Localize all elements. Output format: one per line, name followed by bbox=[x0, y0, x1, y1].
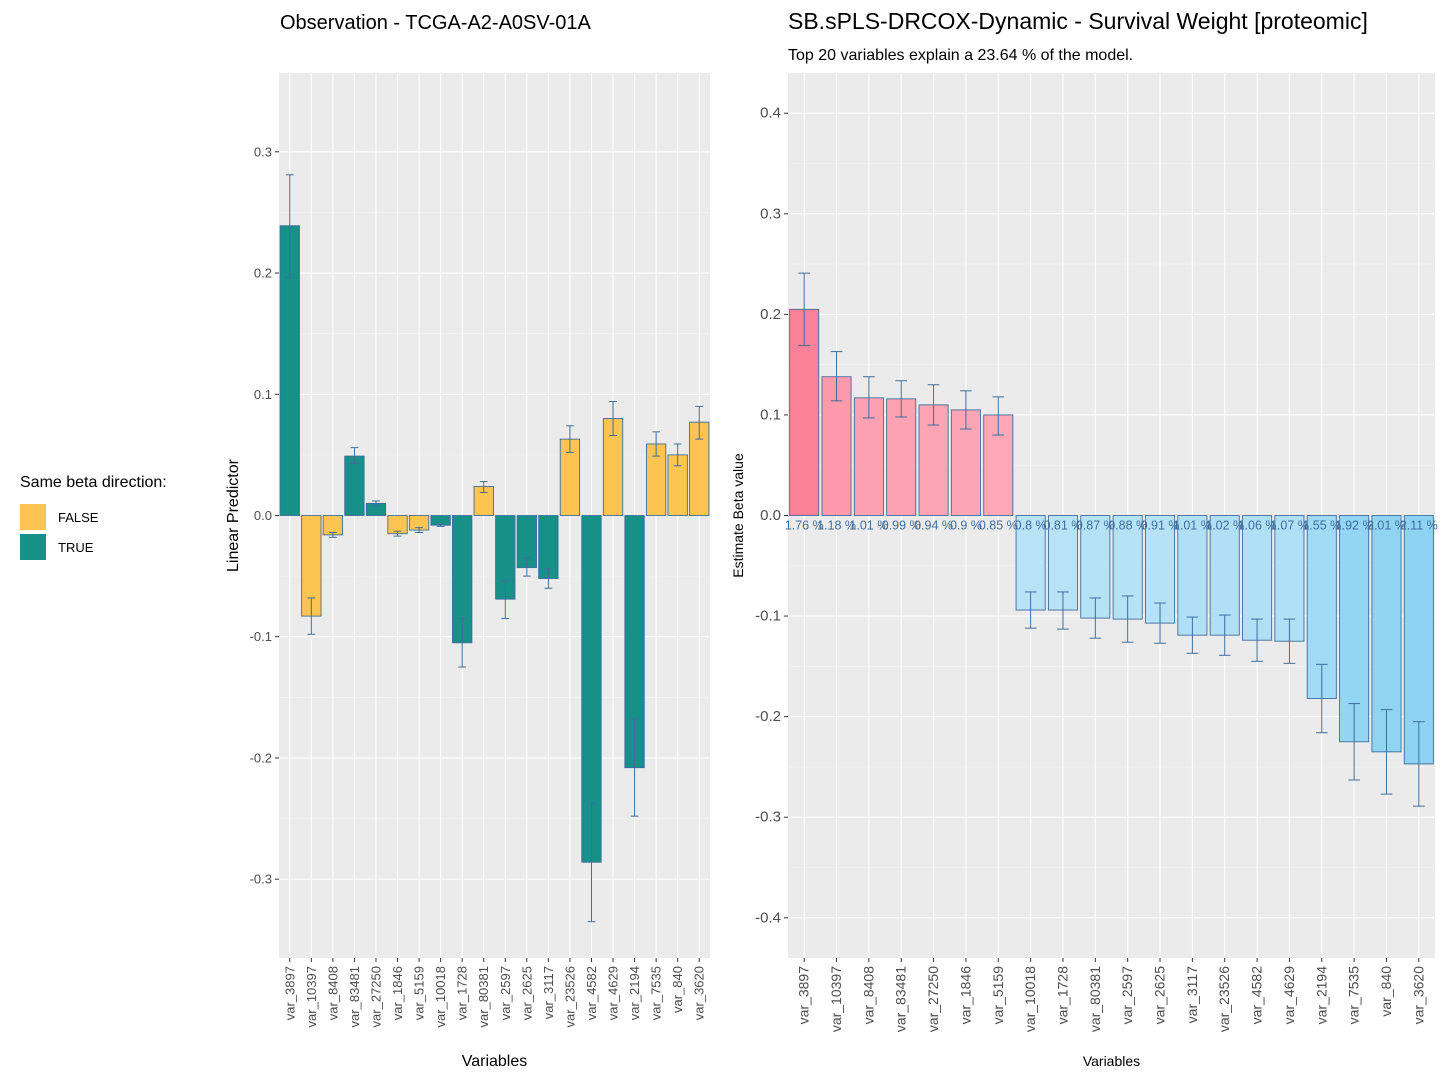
x-tick-label: var_5159 bbox=[990, 966, 1006, 1025]
bar-label: 1.55 % bbox=[1302, 518, 1341, 532]
bar-label: 0.9 % bbox=[950, 518, 982, 532]
bar-label: 1.02 % bbox=[1205, 518, 1244, 532]
y-axis-label: Linear Predictor bbox=[225, 458, 242, 572]
x-tick-label: var_1728 bbox=[1054, 966, 1070, 1025]
x-tick-label: var_840 bbox=[670, 966, 685, 1013]
bar-label: 0.94 % bbox=[914, 518, 953, 532]
x-tick-label: var_4629 bbox=[606, 966, 621, 1020]
bar-label: 2.01 % bbox=[1367, 518, 1406, 532]
bar-label: 0.87 % bbox=[1076, 518, 1115, 532]
bar-label: 0.99 % bbox=[882, 518, 921, 532]
x-tick-label: var_3620 bbox=[1410, 966, 1426, 1025]
x-tick-label: var_3117 bbox=[1184, 966, 1200, 1024]
x-tick-label: var_2597 bbox=[498, 966, 513, 1020]
x-tick-label: var_4582 bbox=[584, 966, 599, 1020]
chart-subtitle: Top 20 variables explain a 23.64 % of th… bbox=[788, 47, 1133, 64]
x-tick-label: var_83481 bbox=[347, 966, 362, 1027]
legend-key-false bbox=[20, 504, 46, 530]
x-tick-label: var_3117 bbox=[541, 966, 556, 1019]
legend: Same beta direction: FALSE TRUE bbox=[20, 474, 167, 562]
bar-var_23526 bbox=[1209, 515, 1240, 636]
x-tick-label: var_2625 bbox=[519, 966, 534, 1020]
x-tick-label: var_2194 bbox=[1313, 966, 1329, 1025]
chart-title: Observation - TCGA-A2-A0SV-01A bbox=[280, 12, 592, 34]
legend-key-true bbox=[20, 534, 46, 560]
legend-label: FALSE bbox=[58, 509, 99, 525]
x-tick-label: var_7535 bbox=[649, 966, 664, 1020]
x-tick-label: var_3620 bbox=[692, 966, 707, 1020]
x-tick-label: var_4582 bbox=[1249, 966, 1265, 1025]
x-axis-label: Variables bbox=[462, 1053, 528, 1070]
bar-var_83481 bbox=[344, 455, 365, 516]
bar-label: 1.01 % bbox=[1173, 518, 1212, 532]
x-tick-label: var_2194 bbox=[627, 966, 642, 1020]
bar-label: 1.76 % bbox=[785, 518, 824, 532]
x-axis-label: Variables bbox=[1083, 1053, 1140, 1069]
x-tick-label: var_1846 bbox=[957, 966, 973, 1025]
bar-label: 0.8 % bbox=[1015, 518, 1047, 532]
y-tick-label: -0.2 bbox=[755, 708, 781, 725]
x-tick-label: var_1728 bbox=[455, 966, 470, 1020]
x-tick-label: var_27250 bbox=[368, 966, 383, 1027]
bar-label: 1.06 % bbox=[1238, 518, 1277, 532]
x-tick-label: var_2597 bbox=[1119, 966, 1135, 1025]
y-tick-label: -0.1 bbox=[250, 629, 272, 644]
x-tick-label: var_5159 bbox=[412, 966, 427, 1020]
x-tick-label: var_10018 bbox=[1022, 966, 1038, 1032]
x-tick-label: var_23526 bbox=[1216, 966, 1232, 1032]
y-tick-label: 0.2 bbox=[254, 266, 272, 281]
chart-panel-2: -0.4 -0.3 -0.2 -0.1 0.0 0.1 0.2 0.3 0.4 1.76 %1.1… bbox=[730, 8, 1438, 1069]
x-tick-label: var_840 bbox=[1378, 966, 1394, 1017]
y-tick-label: -0.1 bbox=[755, 608, 781, 625]
y-tick-label: 0.1 bbox=[760, 406, 781, 423]
y-tick-label: -0.4 bbox=[755, 909, 781, 926]
bar-label: 1.01 % bbox=[849, 518, 888, 532]
bar-label: 0.81 % bbox=[1044, 518, 1083, 532]
x-tick-label: var_80381 bbox=[1087, 966, 1103, 1032]
x-tick-label: var_23526 bbox=[562, 966, 577, 1027]
bar-label: 1.92 % bbox=[1335, 518, 1374, 532]
legend-label: TRUE bbox=[58, 539, 94, 555]
x-tick-label: var_80381 bbox=[476, 966, 491, 1027]
y-tick-label: -0.3 bbox=[250, 872, 272, 887]
x-tick-label: var_4629 bbox=[1281, 966, 1297, 1025]
legend-title: Same beta direction: bbox=[20, 474, 167, 491]
x-tick-label: var_10397 bbox=[304, 966, 319, 1027]
x-tick-label: var_3897 bbox=[796, 966, 812, 1025]
x-tick-label: var_27250 bbox=[925, 966, 941, 1032]
chart-panel-1: -0.3 -0.2 -0.1 0.0 0.1 0.2 0.3 var_3897 var_1039… bbox=[225, 12, 710, 1070]
y-tick-label: 0.1 bbox=[254, 387, 272, 402]
bar-label: 1.18 % bbox=[817, 518, 856, 532]
y-tick-label: 0.0 bbox=[760, 507, 781, 524]
x-tick-label: var_1846 bbox=[390, 966, 405, 1020]
y-tick-label: 0.4 bbox=[760, 105, 781, 122]
y-tick-label: 0.3 bbox=[254, 144, 272, 159]
x-tick-label: var_3897 bbox=[282, 966, 297, 1020]
y-tick-label: 0.2 bbox=[760, 306, 781, 323]
bar-label: 1.07 % bbox=[1270, 518, 1309, 532]
legend-item-true: TRUE bbox=[20, 532, 167, 562]
y-axis-label: Estimate Beta value bbox=[730, 453, 746, 578]
x-tick-label: var_8408 bbox=[325, 966, 340, 1020]
bar-label: 2.11 % bbox=[1400, 518, 1438, 532]
bar-label: 0.85 % bbox=[979, 518, 1018, 532]
bar-label: 0.91 % bbox=[1141, 518, 1180, 532]
bar-var_83481 bbox=[886, 398, 917, 516]
chart-title: SB.sPLS-DRCOX-Dynamic - Survival Weight … bbox=[788, 8, 1368, 34]
x-tick-label: var_7535 bbox=[1346, 966, 1362, 1025]
x-tick-label: var_2625 bbox=[1152, 966, 1168, 1025]
legend-item-false: FALSE bbox=[20, 502, 167, 532]
bar-label: 0.88 % bbox=[1108, 518, 1147, 532]
y-tick-label: 0.3 bbox=[760, 205, 781, 222]
y-tick-label: -0.3 bbox=[755, 809, 781, 826]
x-tick-label: var_10397 bbox=[828, 966, 844, 1032]
y-tick-label: -0.2 bbox=[250, 750, 272, 765]
x-tick-label: var_8408 bbox=[860, 966, 876, 1025]
bar-var_3117 bbox=[1177, 515, 1208, 636]
x-tick-label: var_10018 bbox=[433, 966, 448, 1027]
x-tick-label: var_83481 bbox=[893, 966, 909, 1032]
y-tick-label: 0.0 bbox=[254, 508, 272, 523]
